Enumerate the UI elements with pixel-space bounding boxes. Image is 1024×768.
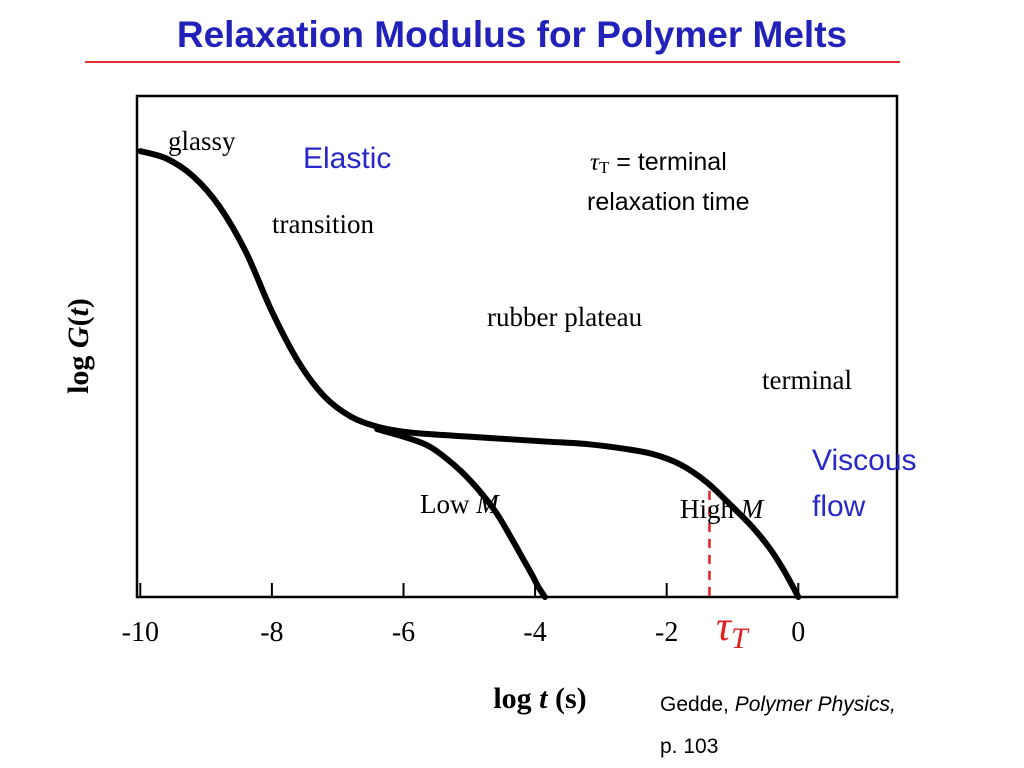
citation: Gedde, Polymer Physics, p. 103: [660, 684, 896, 768]
tau-note-line2: relaxation time: [587, 188, 750, 216]
label-low-m-text: Low: [420, 489, 476, 519]
label-high-m-text: High: [680, 494, 741, 524]
molar-mass-symbol: M: [740, 494, 765, 524]
tau-note-subscript: T: [599, 158, 610, 177]
label-transition: transition: [272, 209, 374, 239]
x-axis-var: t: [539, 682, 549, 715]
curve-low-m: [374, 426, 548, 600]
x-tick-label: -10: [122, 617, 159, 648]
x-tick-label: -4: [523, 617, 546, 648]
citation-author: Gedde,: [660, 693, 735, 716]
tau-axis-label: τT: [716, 604, 750, 655]
curve-high-m: [137, 148, 802, 600]
label-low-m: Low M: [420, 489, 500, 519]
x-tick-label: -8: [260, 617, 283, 648]
tau-axis-subscript: T: [731, 622, 750, 655]
label-rubber-plateau: rubber plateau: [487, 302, 643, 332]
citation-page: p. 103: [660, 735, 719, 758]
x-tick-label: -2: [655, 617, 678, 648]
citation-book: Polymer Physics,: [734, 693, 896, 716]
x-axis-title: log t (s): [493, 682, 586, 715]
label-high-m: High M: [680, 494, 765, 524]
tau-note-line1: τT = terminal: [590, 148, 727, 177]
label-glassy: glassy: [168, 126, 236, 156]
label-viscous: Viscous: [812, 444, 917, 477]
slide-title: Relaxation Modulus for Polymer Melts: [176, 14, 848, 55]
label-flow: flow: [812, 490, 866, 523]
label-elastic: Elastic: [303, 142, 391, 175]
tau-note-symbol: τ: [590, 149, 600, 176]
tau-axis-symbol: τ: [716, 604, 733, 650]
plot-frame: [135, 94, 899, 599]
title-underline: [85, 61, 900, 63]
x-tick-label: 0: [791, 617, 805, 648]
x-tick-label: -6: [392, 617, 415, 648]
tau-note-text: = terminal: [609, 148, 726, 176]
citation-line1: Gedde, Polymer Physics,: [660, 684, 896, 726]
label-terminal: terminal: [762, 365, 852, 395]
y-axis-title: log G(t): [62, 298, 95, 394]
molar-mass-symbol: M: [475, 489, 500, 519]
